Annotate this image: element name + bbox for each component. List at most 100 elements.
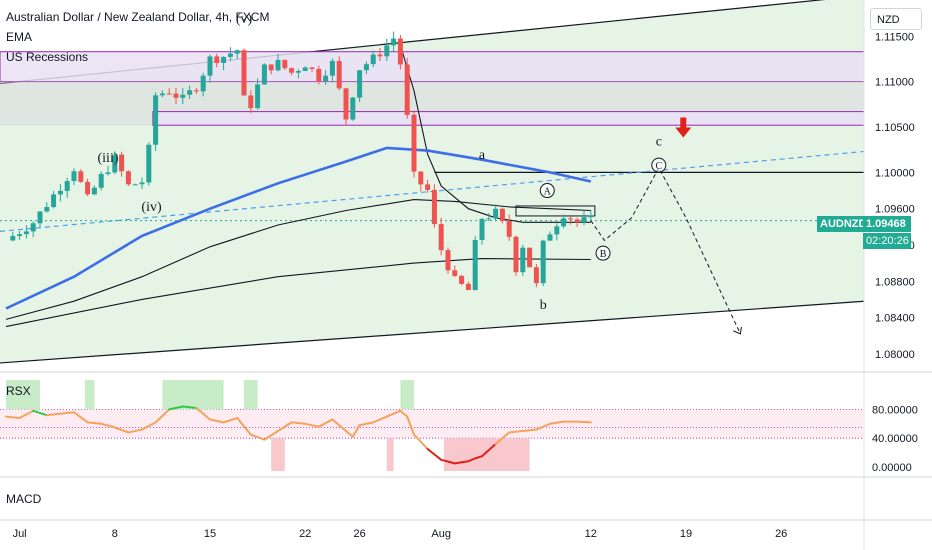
- ema-indicator-label[interactable]: EMA: [6, 30, 33, 44]
- candle-body: [459, 275, 465, 284]
- resistance-zone-upper: [0, 51, 865, 83]
- wave-label-circle: [595, 245, 611, 261]
- wave-label-a: a: [479, 148, 486, 163]
- rsx-tick-label: 40.00000: [872, 433, 918, 445]
- candle-body: [363, 64, 369, 71]
- candle-body: [370, 54, 376, 65]
- candle-body: [119, 154, 125, 172]
- rsx-line-segment: [209, 418, 225, 424]
- rsx-line-segment: [481, 442, 497, 458]
- candle-body: [200, 75, 206, 92]
- rsx-line-segment: [453, 460, 470, 465]
- candle-body: [533, 267, 539, 284]
- candle-body: [445, 250, 451, 271]
- price-axis-bg: [864, 0, 932, 550]
- candle-body: [10, 236, 16, 241]
- rsx-line-segment: [249, 433, 266, 441]
- candle-body: [289, 68, 295, 73]
- rsx-highlight-block: [244, 380, 258, 410]
- candle-body: [85, 181, 91, 195]
- us-recessions-indicator-label[interactable]: US Recessions: [6, 50, 89, 64]
- candle-body: [329, 60, 335, 76]
- rsx-line-segment: [181, 405, 198, 409]
- chart-title: Australian Dollar / New Zealand Dollar, …: [6, 10, 270, 24]
- candle-body: [248, 95, 254, 109]
- price-tick-label: 1.08400: [875, 313, 915, 325]
- candle-body: [71, 171, 77, 182]
- currency-selector[interactable]: NZD: [870, 8, 922, 30]
- rsx-highlight-block: [6, 380, 40, 410]
- candle-body: [350, 97, 356, 120]
- candle-body: [499, 208, 505, 221]
- countdown-value: 02:20:26: [866, 235, 909, 247]
- rsx-line-segment: [45, 411, 75, 417]
- candle-body: [255, 84, 261, 109]
- time-tick-label: Aug: [431, 528, 451, 540]
- macd-pane-label[interactable]: MACD: [6, 492, 42, 506]
- rsx-line-segment: [304, 422, 320, 428]
- candle-body: [234, 50, 240, 54]
- rsx-line-segment: [474, 455, 483, 460]
- candle-body: [268, 64, 274, 71]
- candle-body: [540, 240, 546, 284]
- candle-body: [125, 171, 131, 185]
- time-tick-label: 26: [353, 528, 365, 540]
- rsx-line-segment: [73, 411, 89, 424]
- rsx-highlight-block: [443, 438, 530, 471]
- rsx-highlight-block: [386, 438, 394, 471]
- candle-body: [418, 171, 424, 185]
- candle-body: [30, 223, 36, 232]
- candle-body: [214, 56, 220, 63]
- candle-body: [411, 114, 417, 172]
- symbol-label: AUDNZD: [820, 218, 867, 230]
- rsx-line-segment: [113, 426, 130, 434]
- candle-body: [404, 64, 410, 115]
- bar-countdown: 02:20:26: [863, 233, 911, 249]
- candle-body: [452, 270, 458, 276]
- candle-body: [425, 184, 431, 190]
- sell-arrow-icon: [675, 117, 692, 138]
- candle-body: [17, 234, 23, 237]
- candle-body: [275, 59, 281, 71]
- candle-body: [112, 154, 118, 173]
- candle-body: [57, 190, 63, 195]
- candle-body: [146, 144, 152, 183]
- candle-body: [295, 70, 301, 73]
- candle-body: [486, 218, 492, 220]
- wave-label-v: (v): [236, 12, 253, 27]
- candle-body: [581, 217, 587, 223]
- rsx-line-segment: [372, 415, 388, 424]
- rsx-line-segment: [351, 424, 361, 438]
- time-tick-label: 8: [112, 528, 118, 540]
- candle-body: [159, 93, 165, 96]
- candle-body: [567, 218, 573, 220]
- rsx-tick-label: 0.00000: [872, 462, 912, 474]
- candle-body: [227, 53, 233, 57]
- rsx-line-segment: [426, 448, 443, 461]
- rsx-line-segment: [154, 408, 171, 424]
- wave-label-circle: [651, 157, 667, 173]
- candle-body: [98, 173, 104, 188]
- candle-body: [323, 75, 329, 82]
- price-value: 1.09468: [866, 218, 906, 230]
- rsx-line-segment: [317, 418, 334, 428]
- rsx-pane-label[interactable]: RSX: [6, 384, 31, 398]
- wave-label-circle: [539, 183, 555, 199]
- candle-body: [391, 38, 397, 46]
- wave-label-iv: (iv): [141, 200, 162, 215]
- price-tick-label: 1.08800: [875, 276, 915, 288]
- rsx-highlight-block: [271, 438, 285, 471]
- candle-body: [221, 56, 227, 63]
- price-tick-label: 1.08000: [875, 349, 915, 361]
- candle-body: [23, 231, 29, 235]
- wave-label-iii: (iii): [98, 151, 119, 166]
- candle-body: [343, 88, 349, 120]
- candle-body: [139, 182, 145, 185]
- candle-body: [479, 218, 485, 240]
- candle-body: [431, 189, 437, 225]
- rsx-line-segment: [236, 417, 252, 436]
- rsx-line-segment: [290, 421, 307, 425]
- rsx-band-fill: [0, 409, 864, 439]
- rsx-line-segment: [86, 421, 103, 425]
